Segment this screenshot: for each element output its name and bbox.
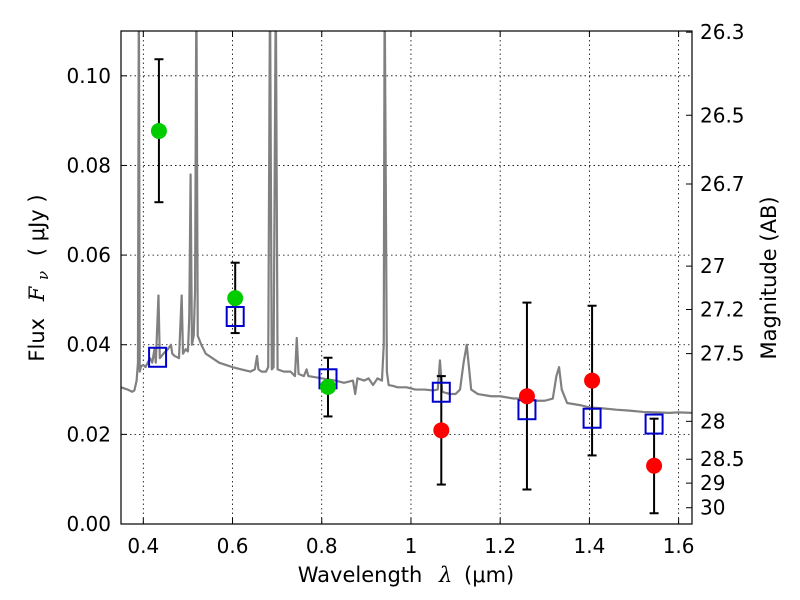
right-tick-label: 27.2 (700, 298, 745, 322)
green-data-point (319, 378, 336, 395)
y-tick-label: 0.10 (66, 64, 111, 88)
right-tick-label: 27.5 (700, 342, 745, 366)
red-data-point (433, 422, 450, 439)
red-data-point (646, 457, 663, 474)
red-data-point (518, 388, 535, 405)
model-marker (431, 381, 451, 403)
x-axis-ticks: 0.4 0.6 0.8 1 1.2 1.4 1.6 (127, 31, 695, 558)
y-tick-label: 0.08 (66, 153, 111, 177)
x-tick-label: 0.4 (127, 534, 159, 558)
right-tick-label: 26.5 (700, 103, 745, 127)
data-points (150, 122, 663, 474)
y-tick-label: 0.00 (66, 512, 111, 536)
y-axis-ticks: 0.00 0.02 0.04 0.06 0.08 0.10 (66, 64, 127, 536)
green-data-point (150, 122, 167, 139)
model-marker (148, 346, 168, 368)
right-tick-label: 28 (700, 409, 725, 433)
green-data-point (227, 290, 244, 307)
right-tick-label: 30 (700, 496, 725, 520)
x-axis-label: Wavelength λ (μm) (298, 563, 514, 587)
x-tick-label: 0.6 (217, 534, 249, 558)
right-tick-label: 26.7 (700, 172, 745, 196)
right-tick-label: 29 (700, 471, 725, 495)
plot-frame (120, 30, 693, 525)
right-tick-label: 27 (700, 254, 725, 278)
grid (121, 31, 692, 525)
x-tick-label: 1.4 (573, 534, 605, 558)
x-tick-label: 1.2 (484, 534, 516, 558)
y-axis-label: Flux F ν ( μJy ) (25, 194, 53, 361)
model-marker (582, 407, 602, 429)
y-tick-label: 0.06 (66, 243, 111, 267)
red-data-point (584, 372, 601, 389)
x-tick-label: 1 (405, 534, 418, 558)
x-tick-label: 0.8 (306, 534, 338, 558)
model-marker (225, 305, 245, 327)
right-tick-label: 26.3 (700, 20, 745, 44)
x-tick-label: 1.6 (663, 534, 695, 558)
model-marker (644, 413, 664, 435)
y-tick-label: 0.02 (66, 422, 111, 446)
spectrum-line (121, 31, 692, 414)
right-axis-label: Magnitude (AB) (757, 196, 781, 359)
right-tick-label: 28.5 (700, 447, 745, 471)
y-tick-label: 0.04 (66, 333, 111, 357)
